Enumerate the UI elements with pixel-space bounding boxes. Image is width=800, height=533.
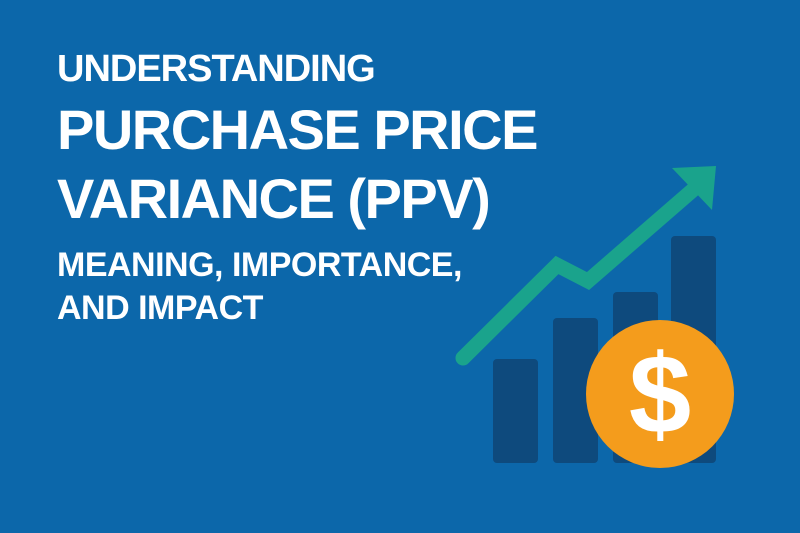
coin-circle [586,320,734,468]
growth-arrow-icon [455,166,716,366]
dollar-sign: $ [629,332,691,457]
arrow-head [672,166,716,210]
main-title-line-2: VARIANCE (PPV) [57,167,491,230]
subtitle-line-2: AND IMPACT [57,289,263,327]
subtitle-line-1: MEANING, IMPORTANCE, [57,246,462,284]
bar [553,318,598,463]
eyebrow-text: UNDERSTANDING [57,48,376,90]
arrow-shaft [455,181,702,366]
dollar-coin-icon: $ [586,320,734,468]
main-title-line-1: PURCHASE PRICE [57,98,538,161]
bar [493,359,538,463]
